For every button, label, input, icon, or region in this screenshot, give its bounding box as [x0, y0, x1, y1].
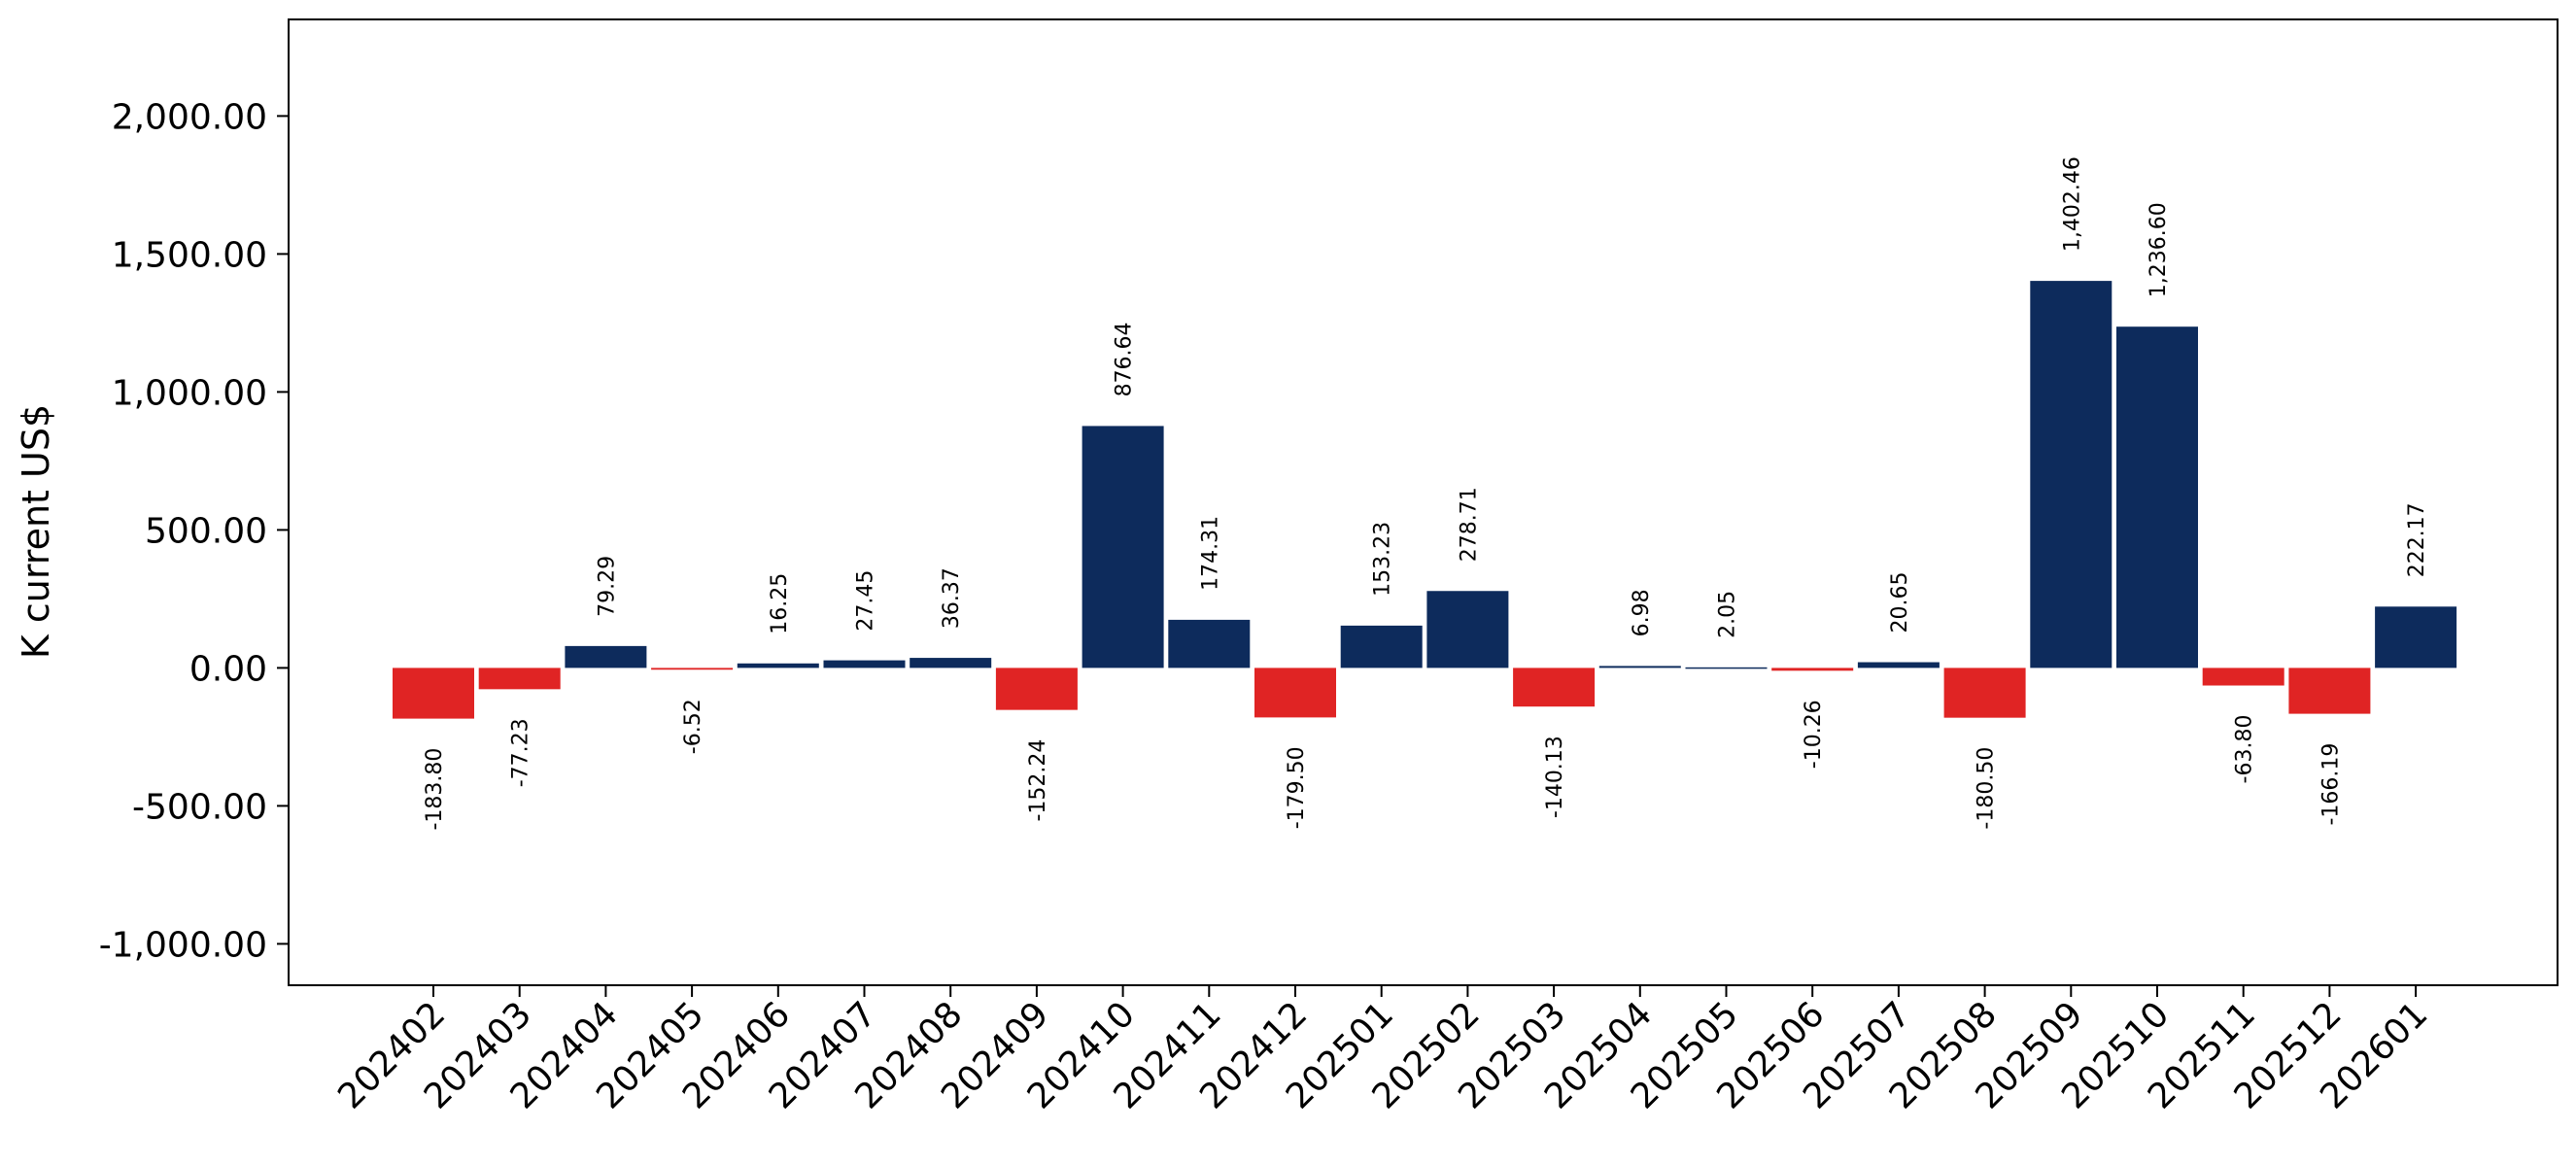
bar-202402: [393, 668, 474, 719]
bar-202512: [2288, 668, 2371, 714]
bar-202403: [478, 668, 561, 690]
data-label-202501: 153.23: [1371, 522, 1395, 597]
data-label-202509: 1,402.46: [2060, 156, 2084, 252]
bar-202506: [1771, 668, 1854, 671]
bar-202407: [823, 660, 906, 668]
bars-layer: [393, 281, 2457, 719]
data-label-202502: 278.71: [1457, 487, 1481, 562]
bar-202510: [2116, 326, 2198, 668]
bar-202505: [1685, 667, 1768, 669]
bar-202408: [910, 658, 992, 668]
y-tick-label: 0.00: [189, 649, 267, 689]
data-label-202404: 79.29: [595, 556, 619, 617]
data-label-202504: 6.98: [1630, 589, 1654, 636]
bar-202503: [1513, 668, 1596, 707]
data-label-202503: -140.13: [1543, 736, 1567, 818]
data-label-202505: 2.05: [1716, 591, 1740, 638]
data-label-202411: 174.31: [1198, 516, 1222, 591]
data-label-202508: -180.50: [1975, 747, 1999, 830]
bar-202502: [1426, 591, 1509, 668]
plot-frame: [288, 18, 2559, 986]
y-axis: -1,000.00 -500.00 0.00 500.00 1,000.00 1,500.…: [99, 97, 289, 965]
y-tick-label: -1,000.00: [99, 925, 267, 965]
data-label-202512: -166.19: [2318, 743, 2343, 826]
y-tick-label: 1,000.00: [112, 373, 267, 413]
data-label-202403: -77.23: [509, 718, 533, 787]
bar-202411: [1168, 619, 1251, 668]
bar-202412: [1254, 668, 1336, 718]
data-label-202409: -152.24: [1026, 739, 1050, 822]
bar-202410: [1082, 426, 1164, 668]
bar-202508: [1943, 668, 2026, 718]
data-label-202506: -10.26: [1802, 700, 1826, 769]
data-label-202510: 1,236.60: [2147, 202, 2171, 297]
data-label-202412: -179.50: [1285, 746, 1309, 829]
y-tick-label: 1,500.00: [112, 235, 267, 275]
data-label-202406: 16.25: [768, 573, 792, 634]
data-label-202402: -183.80: [423, 748, 447, 831]
y-axis-title: K current US$: [15, 404, 57, 659]
data-label-202601: 222.17: [2405, 502, 2429, 577]
bar-202509: [2030, 281, 2112, 668]
bar-202511: [2202, 668, 2284, 686]
bar-202404: [565, 645, 647, 668]
bar-202601: [2375, 606, 2457, 668]
data-label-202407: 27.45: [854, 570, 878, 632]
data-label-202410: 876.64: [1113, 322, 1137, 396]
data-labels-layer: -183.80 -77.23 79.29 -6.52 16.25 27.45 36.37 -1…: [423, 156, 2429, 830]
data-label-202511: -63.80: [2233, 715, 2257, 784]
x-axis: 2024022024032024042024052024062024072024…: [330, 985, 2435, 1117]
data-label-202507: 20.65: [1888, 572, 1912, 634]
bar-202507: [1857, 662, 1940, 668]
y-tick-label: 500.00: [145, 511, 267, 551]
y-tick-label: 2,000.00: [112, 97, 267, 137]
bar-202406: [737, 663, 819, 668]
bar-202501: [1340, 625, 1423, 668]
y-tick-label: -500.00: [132, 787, 267, 827]
bar-202405: [651, 668, 734, 670]
data-label-202408: 36.37: [940, 567, 964, 629]
bar-202409: [995, 668, 1078, 710]
data-label-202405: -6.52: [681, 699, 705, 754]
bar-202504: [1598, 666, 1681, 668]
